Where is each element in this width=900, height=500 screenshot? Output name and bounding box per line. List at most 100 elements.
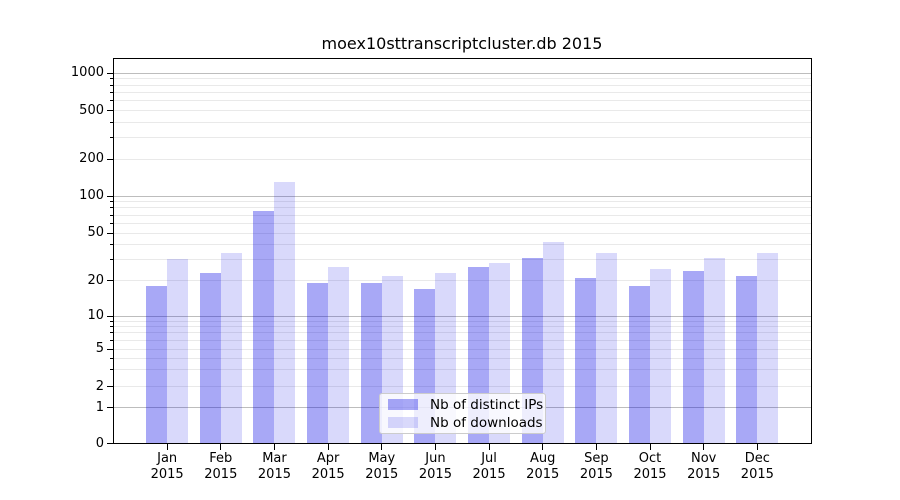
bar-downloads-jan — [167, 259, 189, 444]
y-minor-tick-mark — [110, 110, 113, 112]
bar-distinct-ips-sep — [575, 277, 597, 444]
gridline-major — [113, 315, 811, 317]
y-minor-tick-mark — [110, 207, 113, 209]
gridline-minor — [113, 369, 811, 371]
x-tick-label: Aug 2015 — [513, 451, 573, 483]
gridline-minor — [113, 137, 811, 139]
x-tick-mark — [649, 443, 651, 450]
gridline-minor — [113, 348, 811, 350]
gridline-minor — [113, 207, 811, 209]
x-tick-mark — [327, 443, 329, 450]
x-tick-month: Jun — [425, 451, 446, 466]
gridline-minor — [113, 258, 811, 260]
gridline-minor — [113, 244, 811, 246]
bar-distinct-ips-nov — [682, 271, 704, 444]
x-tick-mark — [488, 443, 490, 450]
bar-distinct-ips-may — [360, 283, 382, 444]
gridline-minor — [113, 214, 811, 216]
gridline-minor — [113, 158, 811, 160]
x-tick-year: 2015 — [311, 467, 345, 482]
bar-downloads-dec — [757, 252, 779, 444]
y-minor-tick-mark — [110, 258, 113, 260]
x-tick-label: May 2015 — [352, 451, 412, 483]
bar-downloads-mar — [274, 182, 296, 444]
y-tick-label: 500 — [79, 102, 104, 118]
x-tick-year: 2015 — [633, 467, 667, 482]
gridline-minor — [113, 84, 811, 86]
x-tick-month: Aug — [530, 451, 556, 466]
x-tick-year: 2015 — [365, 467, 399, 482]
x-tick-mark — [273, 443, 275, 450]
x-tick-year: 2015 — [204, 467, 238, 482]
x-tick-month: May — [368, 451, 396, 466]
x-tick-year: 2015 — [257, 467, 291, 482]
gridline-minor — [113, 110, 811, 112]
gridline-minor — [113, 232, 811, 234]
bar-distinct-ips-mar — [253, 211, 275, 444]
legend-item-downloads: Nb of downloads — [386, 415, 543, 431]
y-tick-mark — [107, 315, 113, 317]
legend: Nb of distinct IPs Nb of downloads — [379, 393, 546, 434]
bar-distinct-ips-feb — [199, 273, 221, 444]
x-tick-month: Apr — [316, 451, 340, 466]
x-tick-year: 2015 — [740, 467, 774, 482]
y-tick-label: 20 — [87, 272, 104, 288]
legend-item-distinct-ips: Nb of distinct IPs — [386, 397, 543, 413]
x-tick-mark — [703, 443, 705, 450]
chart-title: moex10sttranscriptcluster.db 2015 — [321, 34, 603, 53]
gridline-minor — [113, 92, 811, 94]
x-tick-mark — [166, 443, 168, 450]
y-tick-label: 0 — [95, 435, 104, 451]
y-minor-tick-mark — [110, 339, 113, 341]
y-minor-tick-mark — [110, 280, 113, 281]
x-tick-year: 2015 — [472, 467, 506, 482]
y-minor-tick-mark — [110, 348, 113, 350]
gridline-minor — [113, 78, 811, 80]
x-tick-label: Sep 2015 — [566, 451, 626, 483]
y-tick-mark — [107, 407, 113, 408]
bar-downloads-feb — [220, 252, 242, 444]
x-tick-month: Feb — [209, 451, 233, 466]
x-tick-month: Mar — [262, 451, 287, 466]
x-tick-mark — [434, 443, 436, 450]
y-tick-label: 1000 — [70, 65, 104, 81]
x-tick-month: Jan — [157, 451, 178, 466]
gridline-minor — [113, 201, 811, 203]
legend-swatch-downloads — [388, 417, 418, 428]
x-tick-year: 2015 — [579, 467, 613, 482]
y-minor-tick-mark — [110, 158, 113, 160]
bar-downloads-aug — [542, 242, 564, 444]
x-tick-mark — [381, 443, 383, 450]
bar-downloads-nov — [703, 257, 725, 444]
legend-label-downloads: Nb of downloads — [430, 414, 543, 431]
gridline-minor — [113, 222, 811, 224]
bar-distinct-ips-dec — [736, 275, 758, 444]
x-tick-label: Apr 2015 — [298, 451, 358, 483]
x-tick-year: 2015 — [418, 467, 452, 482]
bar-distinct-ips-apr — [307, 283, 329, 444]
y-tick-label: 200 — [79, 151, 104, 167]
bar-downloads-sep — [596, 252, 618, 444]
x-tick-month: Nov — [691, 451, 717, 466]
x-tick-label: Jul 2015 — [459, 451, 519, 483]
gridline-minor — [113, 320, 811, 322]
gridline-minor — [113, 386, 811, 387]
x-tick-year: 2015 — [150, 467, 184, 482]
x-tick-label: Jun 2015 — [405, 451, 465, 483]
gridline-major — [113, 72, 811, 74]
y-minor-tick-mark — [110, 92, 113, 94]
y-minor-tick-mark — [110, 122, 113, 124]
y-minor-tick-mark — [110, 84, 113, 86]
y-tick-label: 100 — [79, 188, 104, 203]
x-tick-label: Mar 2015 — [244, 451, 304, 483]
x-tick-mark — [595, 443, 597, 450]
y-minor-tick-mark — [110, 201, 113, 203]
y-minor-tick-mark — [110, 357, 113, 359]
gridline-minor — [113, 100, 811, 102]
x-tick-mark — [542, 443, 544, 450]
y-tick-label: 1 — [95, 399, 104, 415]
y-minor-tick-mark — [110, 332, 113, 334]
bar-downloads-oct — [650, 268, 672, 444]
gridline-minor — [113, 339, 811, 341]
